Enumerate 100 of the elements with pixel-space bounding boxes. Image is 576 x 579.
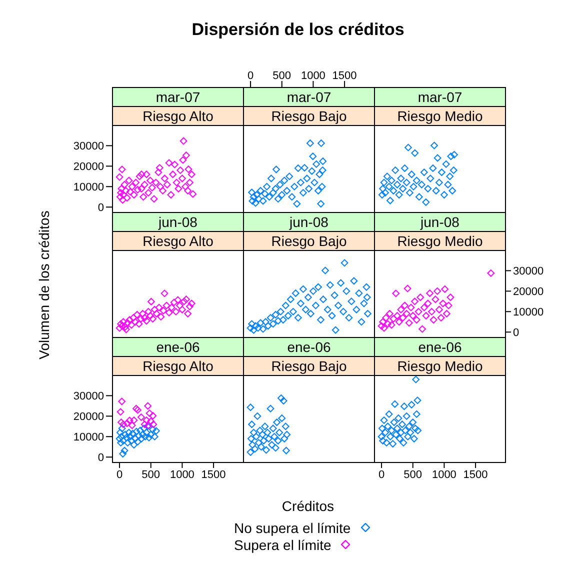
- point: [487, 269, 495, 277]
- point: [306, 310, 314, 318]
- point: [163, 180, 171, 188]
- point: [117, 439, 124, 446]
- point: [156, 164, 164, 172]
- point: [314, 283, 322, 291]
- point: [450, 150, 458, 158]
- point: [116, 324, 124, 332]
- point: [400, 402, 408, 410]
- point: [382, 428, 389, 436]
- point: [380, 416, 388, 424]
- point: [350, 277, 358, 285]
- point: [120, 446, 128, 454]
- point: [142, 317, 150, 325]
- point: [408, 170, 416, 178]
- point: [319, 158, 327, 165]
- point: [248, 420, 256, 428]
- point: [269, 424, 277, 432]
- point: [176, 166, 184, 174]
- point: [316, 170, 324, 178]
- point: [258, 430, 266, 438]
- point: [409, 312, 417, 320]
- chart-subtitle: Riesgo Alto: [112, 231, 244, 250]
- point: [318, 166, 326, 174]
- point: [128, 437, 136, 444]
- point: [395, 191, 403, 199]
- point: [264, 428, 272, 436]
- point: [149, 315, 156, 322]
- point: [411, 149, 419, 157]
- point: [409, 418, 417, 426]
- point: [144, 402, 152, 410]
- point: [279, 316, 287, 324]
- point: [450, 166, 458, 174]
- point: [282, 422, 290, 430]
- point: [384, 320, 392, 328]
- y-tick-label: 20000: [513, 286, 544, 298]
- point: [188, 300, 196, 308]
- point: [442, 160, 450, 168]
- point: [126, 416, 134, 424]
- point: [406, 189, 414, 196]
- point: [379, 318, 386, 326]
- point: [116, 434, 124, 442]
- point: [247, 434, 255, 442]
- point: [388, 176, 396, 184]
- point: [443, 310, 450, 318]
- point: [358, 318, 366, 326]
- point: [435, 306, 443, 314]
- point: [322, 266, 329, 274]
- point: [334, 302, 342, 310]
- point: [263, 182, 271, 190]
- point: [404, 432, 412, 440]
- point: [252, 199, 260, 207]
- point: [422, 198, 430, 206]
- point: [318, 140, 325, 147]
- point: [170, 160, 178, 168]
- point: [149, 412, 157, 420]
- point: [130, 416, 138, 424]
- point: [410, 434, 418, 442]
- point: [312, 302, 320, 310]
- legend-label: No supera el límite: [234, 520, 351, 536]
- point: [299, 189, 307, 196]
- point: [412, 424, 420, 432]
- point: [386, 196, 394, 204]
- chart-title: mar-07: [243, 87, 375, 106]
- point: [167, 191, 175, 199]
- point: [317, 200, 325, 208]
- point: [250, 326, 258, 334]
- point: [286, 296, 294, 304]
- chart-title: jun-08: [243, 212, 375, 231]
- point: [272, 184, 280, 192]
- point: [125, 176, 133, 184]
- point: [415, 193, 423, 201]
- point: [397, 428, 405, 436]
- point: [446, 172, 454, 180]
- point: [418, 180, 426, 188]
- point: [268, 174, 275, 182]
- point: [144, 189, 152, 196]
- point: [283, 430, 291, 438]
- point: [172, 308, 180, 316]
- point: [394, 414, 402, 422]
- point: [122, 326, 130, 334]
- point: [269, 189, 277, 196]
- point: [397, 174, 405, 182]
- point: [180, 137, 188, 145]
- point: [411, 298, 418, 306]
- point: [399, 314, 407, 322]
- point: [124, 439, 132, 446]
- point: [136, 172, 144, 180]
- point: [172, 178, 180, 186]
- point: [138, 170, 146, 178]
- point: [292, 289, 300, 297]
- point: [246, 448, 254, 456]
- point: [384, 422, 392, 430]
- point: [150, 432, 158, 440]
- point: [123, 194, 131, 202]
- point: [266, 193, 274, 201]
- point: [324, 306, 332, 314]
- chart-subtitle: Riesgo Alto: [112, 106, 244, 125]
- point: [435, 178, 443, 186]
- x-tick-label: 1000: [300, 70, 326, 82]
